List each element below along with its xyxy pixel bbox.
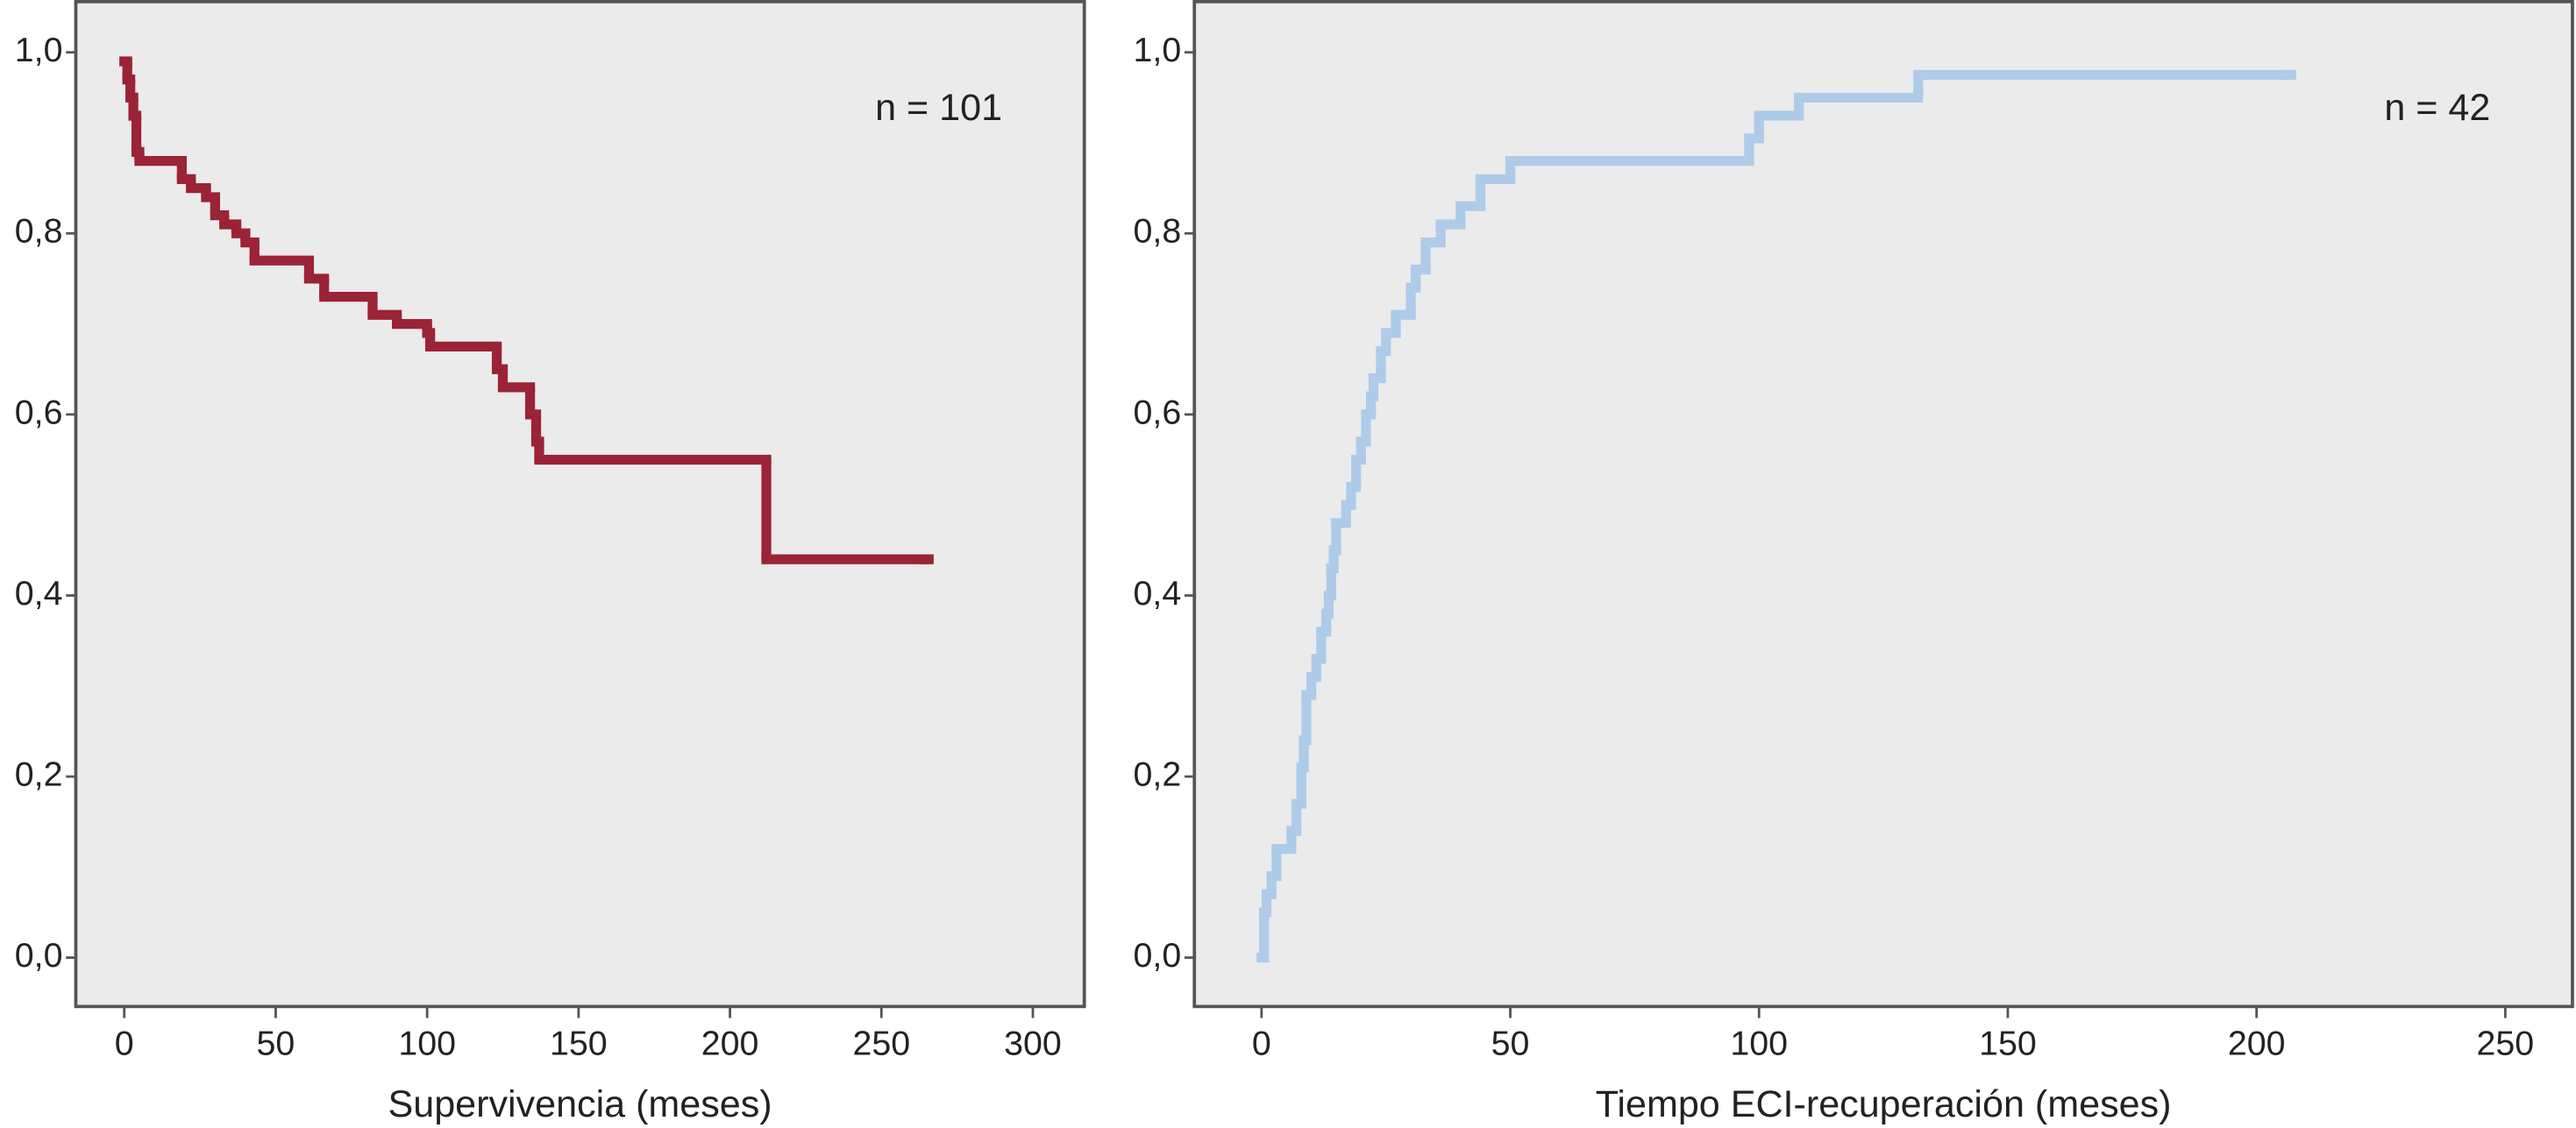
y-tick-label: 0,2: [15, 755, 63, 793]
x-tick-label: 50: [257, 1025, 295, 1063]
y-tick-label: 0,6: [1134, 393, 1182, 431]
y-tick-label: 0,0: [1134, 936, 1182, 975]
x-tick-label: 200: [2228, 1025, 2286, 1063]
x-tick-label: 250: [852, 1025, 910, 1063]
x-tick-label: 150: [1979, 1025, 2037, 1063]
y-tick-label: 0,4: [15, 574, 63, 613]
x-tick-label: 100: [398, 1025, 456, 1063]
x-tick-label: 0: [1252, 1025, 1271, 1063]
plot-area: [1192, 0, 2574, 1009]
y-tick-label: 0,8: [1134, 212, 1182, 251]
x-tick-label: 100: [1730, 1025, 1788, 1063]
y-tick-label: 0,8: [15, 212, 63, 251]
annotation: n = 101: [875, 87, 1002, 129]
y-tick-label: 1,0: [15, 31, 63, 69]
y-tick-label: 1,0: [1134, 31, 1182, 69]
x-tick-label: 150: [550, 1025, 608, 1063]
plot-area: [74, 0, 1086, 1009]
x-tick-label: 300: [1004, 1025, 1062, 1063]
x-tick-label: 0: [115, 1025, 134, 1063]
y-tick-label: 0,6: [15, 393, 63, 431]
y-tick-label: 0,2: [1134, 755, 1182, 793]
x-tick-label: 250: [2477, 1025, 2535, 1063]
y-tick-label: 0,4: [1134, 574, 1182, 613]
y-tick-label: 0,0: [15, 936, 63, 975]
x-tick-label: 50: [1491, 1025, 1530, 1063]
x-tick-label: 200: [701, 1025, 759, 1063]
annotation: n = 42: [2384, 87, 2490, 129]
x-axis-label: Supervivencia (meses): [388, 1083, 772, 1125]
x-axis-label: Tiempo ECI-recuperación (meses): [1596, 1083, 2172, 1125]
